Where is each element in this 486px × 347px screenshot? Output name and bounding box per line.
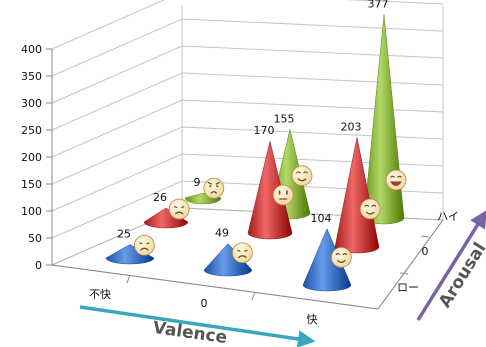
cone-body	[363, 14, 405, 225]
z-tick-label: 100	[21, 205, 42, 218]
cone-mark: 25	[105, 228, 155, 265]
value-label: 9	[194, 176, 201, 189]
z-tick-label: 300	[21, 97, 42, 110]
z-tick-label: 350	[21, 70, 42, 83]
z-tick-label: 250	[21, 124, 42, 137]
arousal-category-tick	[399, 272, 409, 275]
z-tick-label: 150	[21, 178, 42, 191]
happy-face-icon	[359, 198, 381, 220]
value-label: 26	[153, 191, 167, 204]
smiling-face-icon	[291, 165, 313, 187]
arousal-label-neutral: 0	[422, 245, 429, 258]
cone-mark: 203	[334, 120, 381, 254]
valence-category-tick	[251, 291, 256, 301]
valence-category-tick	[126, 274, 131, 284]
grinning-face-icon	[385, 169, 407, 191]
cone-body	[247, 141, 293, 240]
value-label: 203	[341, 120, 362, 133]
valence-axis-title: Valence	[152, 318, 229, 347]
disappointed-face-icon	[231, 242, 253, 264]
z-tick-label: 0	[35, 259, 42, 272]
z-tick-label: 200	[21, 151, 42, 164]
cone-body	[143, 207, 189, 229]
neutral-face-icon	[272, 184, 294, 206]
sad-face-icon	[133, 234, 155, 256]
arousal-category-tick	[420, 235, 430, 238]
value-label: 170	[254, 124, 275, 137]
arousal-label-low: ロー	[397, 281, 419, 294]
angry-face-icon	[203, 177, 225, 199]
cones: 9 155 377 26 170 203 25 49 104	[105, 0, 407, 292]
value-label: 377	[368, 0, 389, 10]
valence-label-positive: 快	[307, 313, 318, 326]
cone-mark: 377	[363, 0, 407, 225]
value-label: 49	[215, 227, 229, 240]
cone-mark: 49	[203, 227, 253, 277]
grid-line	[51, 0, 444, 50]
arousal-axis-line	[377, 219, 444, 310]
arousal-label-high: ハイ	[437, 210, 459, 223]
axes	[50, 6, 444, 310]
valence-arrow	[79, 305, 316, 347]
cone-mark: 104	[302, 212, 352, 292]
value-label: 155	[274, 112, 295, 125]
z-tick-label: 400	[21, 43, 42, 56]
sad-face-icon	[168, 198, 190, 220]
cone-body	[302, 228, 352, 292]
value-label: 25	[117, 228, 131, 241]
value-label: 104	[311, 212, 332, 225]
cone-mark: 9	[184, 176, 225, 205]
z-axis-ticks: 0 50 100 150 200 250 300 350 400	[21, 43, 52, 272]
valence-axis-line	[51, 264, 379, 310]
cone-body	[203, 243, 253, 277]
content-face-icon	[330, 246, 352, 268]
valence-label-neutral: 0	[201, 297, 208, 310]
z-tick-label: 50	[28, 232, 42, 245]
cone-mark: 170	[247, 124, 294, 240]
cone-mark: 26	[143, 191, 190, 229]
valence-label-negative: 不快	[89, 288, 111, 301]
arousal-arrow	[416, 210, 486, 321]
cone-body	[105, 244, 155, 265]
